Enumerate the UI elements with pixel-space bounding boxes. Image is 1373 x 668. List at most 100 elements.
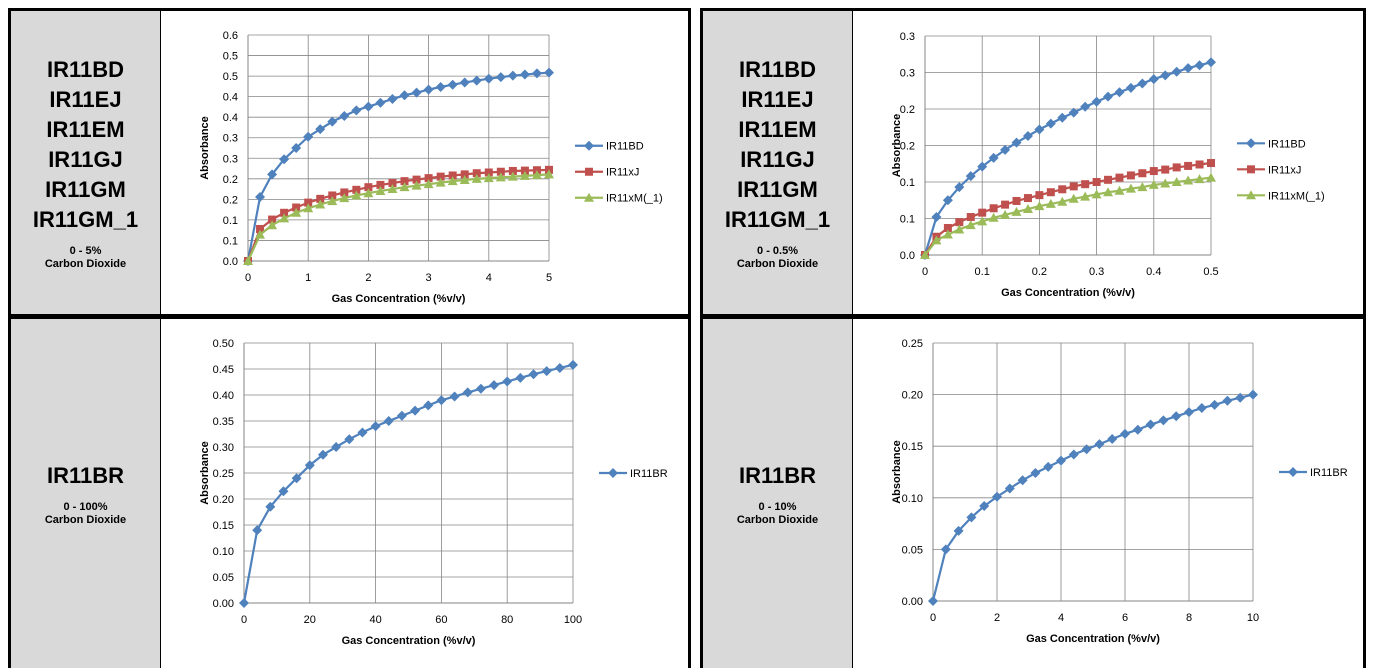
model-list: IR11BR <box>47 461 124 491</box>
x-tick-label: 0 <box>241 614 247 626</box>
data-point <box>954 182 965 193</box>
legend-item: IR11BR <box>1279 467 1348 479</box>
data-point <box>339 110 350 121</box>
x-tick-label: 0.2 <box>1032 266 1047 278</box>
data-point <box>1017 475 1028 486</box>
gas-label: Carbon Dioxide <box>736 257 819 270</box>
data-point <box>376 180 385 189</box>
data-point <box>387 94 398 105</box>
model-name: IR11EM <box>46 116 125 142</box>
x-tick-label: 0.5 <box>1203 266 1218 278</box>
x-tick-label: 2 <box>365 272 371 284</box>
data-point <box>357 427 368 438</box>
data-point <box>966 512 977 523</box>
data-point <box>495 172 506 182</box>
x-tick-label: 20 <box>304 614 316 626</box>
data-point <box>528 369 539 380</box>
data-point <box>1107 433 1118 444</box>
data-point <box>327 196 338 206</box>
data-point <box>396 410 407 421</box>
data-point <box>255 229 266 239</box>
legend-label: IR11BR <box>630 468 668 480</box>
legend-item: IR11xM(_1) <box>1237 190 1325 202</box>
data-point <box>423 84 434 95</box>
data-point <box>519 170 530 180</box>
data-point <box>1160 178 1171 188</box>
model-list: IR11BD IR11EJ IR11EM IR11GJ IR11GM IR11GM_1 <box>33 55 138 235</box>
legend-marker <box>1247 165 1255 174</box>
data-point <box>520 166 529 175</box>
y-tick-label: 0.00 <box>213 598 234 610</box>
y-tick-label: 0.30 <box>213 442 234 454</box>
series-line <box>246 173 550 262</box>
model-name: IR11BD <box>738 56 817 82</box>
label-cell: IR11BR 0 - 100% Carbon Dioxide <box>11 319 161 668</box>
data-point <box>1012 196 1021 205</box>
data-point <box>502 376 513 387</box>
data-point <box>940 544 951 555</box>
data-point <box>1196 403 1207 414</box>
legend-label: IR11BD <box>1268 138 1306 150</box>
series-line <box>242 363 574 604</box>
data-point <box>989 204 998 213</box>
data-point <box>410 405 421 416</box>
data-point <box>965 220 976 230</box>
data-point <box>1137 182 1148 192</box>
y-tick-label: 0.50 <box>213 338 234 350</box>
data-point <box>954 224 965 234</box>
model-name: IR11EJ <box>741 86 814 112</box>
x-tick-label: 4 <box>1058 612 1064 624</box>
y-axis-title: Absorbance <box>199 116 211 180</box>
data-point <box>328 191 337 200</box>
data-point <box>1001 200 1010 209</box>
x-tick-label: 100 <box>564 614 582 626</box>
data-point <box>1068 107 1079 118</box>
data-point <box>344 434 355 445</box>
data-point <box>1092 178 1101 186</box>
data-point <box>1207 159 1215 168</box>
data-point <box>1126 171 1135 180</box>
data-point <box>423 400 434 411</box>
panel-top-left: IR11BD IR11EJ IR11EM IR11GJ IR11GM IR11GM_1 0… <box>8 8 691 317</box>
x-axis-title: Gas Concentration (%v/v) <box>332 293 466 305</box>
data-point <box>471 173 482 183</box>
data-point <box>1194 174 1205 184</box>
data-point <box>303 203 314 213</box>
x-tick-label: 4 <box>486 272 492 284</box>
data-point <box>435 177 446 187</box>
data-point <box>279 154 290 165</box>
data-point <box>1171 177 1182 186</box>
y-tick-label: 0.10 <box>213 546 234 558</box>
data-point <box>436 395 447 406</box>
data-point <box>977 216 988 226</box>
data-point <box>304 460 315 471</box>
model-name: IR11GM_1 <box>724 206 831 232</box>
label-cell: IR11BD IR11EJ IR11EM IR11GJ IR11GM IR11GM_1 0… <box>11 11 161 314</box>
data-point <box>953 525 964 536</box>
data-point <box>1195 160 1204 169</box>
x-axis-title: Gas Concentration (%v/v) <box>342 635 476 647</box>
model-list: IR11BR <box>739 461 816 491</box>
data-point <box>268 215 277 224</box>
data-point <box>1149 167 1158 176</box>
data-point <box>1120 428 1130 439</box>
data-point <box>460 170 469 179</box>
data-point <box>364 183 373 192</box>
x-axis-title: Gas Concentration (%v/v) <box>1026 633 1160 645</box>
data-point <box>1056 455 1066 466</box>
data-point <box>943 223 952 232</box>
data-point <box>436 172 445 181</box>
data-point <box>459 77 470 88</box>
chart-cell: 0.00 0.05 0.10 0.15 0.20 0.25 0 2 4 6 8 10 Gas Conce… <box>853 319 1363 668</box>
y-tick-label: 0.40 <box>213 390 234 402</box>
data-point <box>1125 82 1136 93</box>
legend-marker <box>585 167 593 176</box>
label-cell: IR11BD IR11EJ IR11EM IR11GJ IR11GM IR11GM_1 0… <box>703 11 853 314</box>
data-point <box>256 224 265 233</box>
data-point <box>1035 191 1044 200</box>
data-point <box>1004 483 1015 494</box>
data-point <box>1125 183 1136 193</box>
data-point <box>483 73 494 84</box>
data-point <box>1046 188 1055 197</box>
data-point <box>1103 187 1114 197</box>
